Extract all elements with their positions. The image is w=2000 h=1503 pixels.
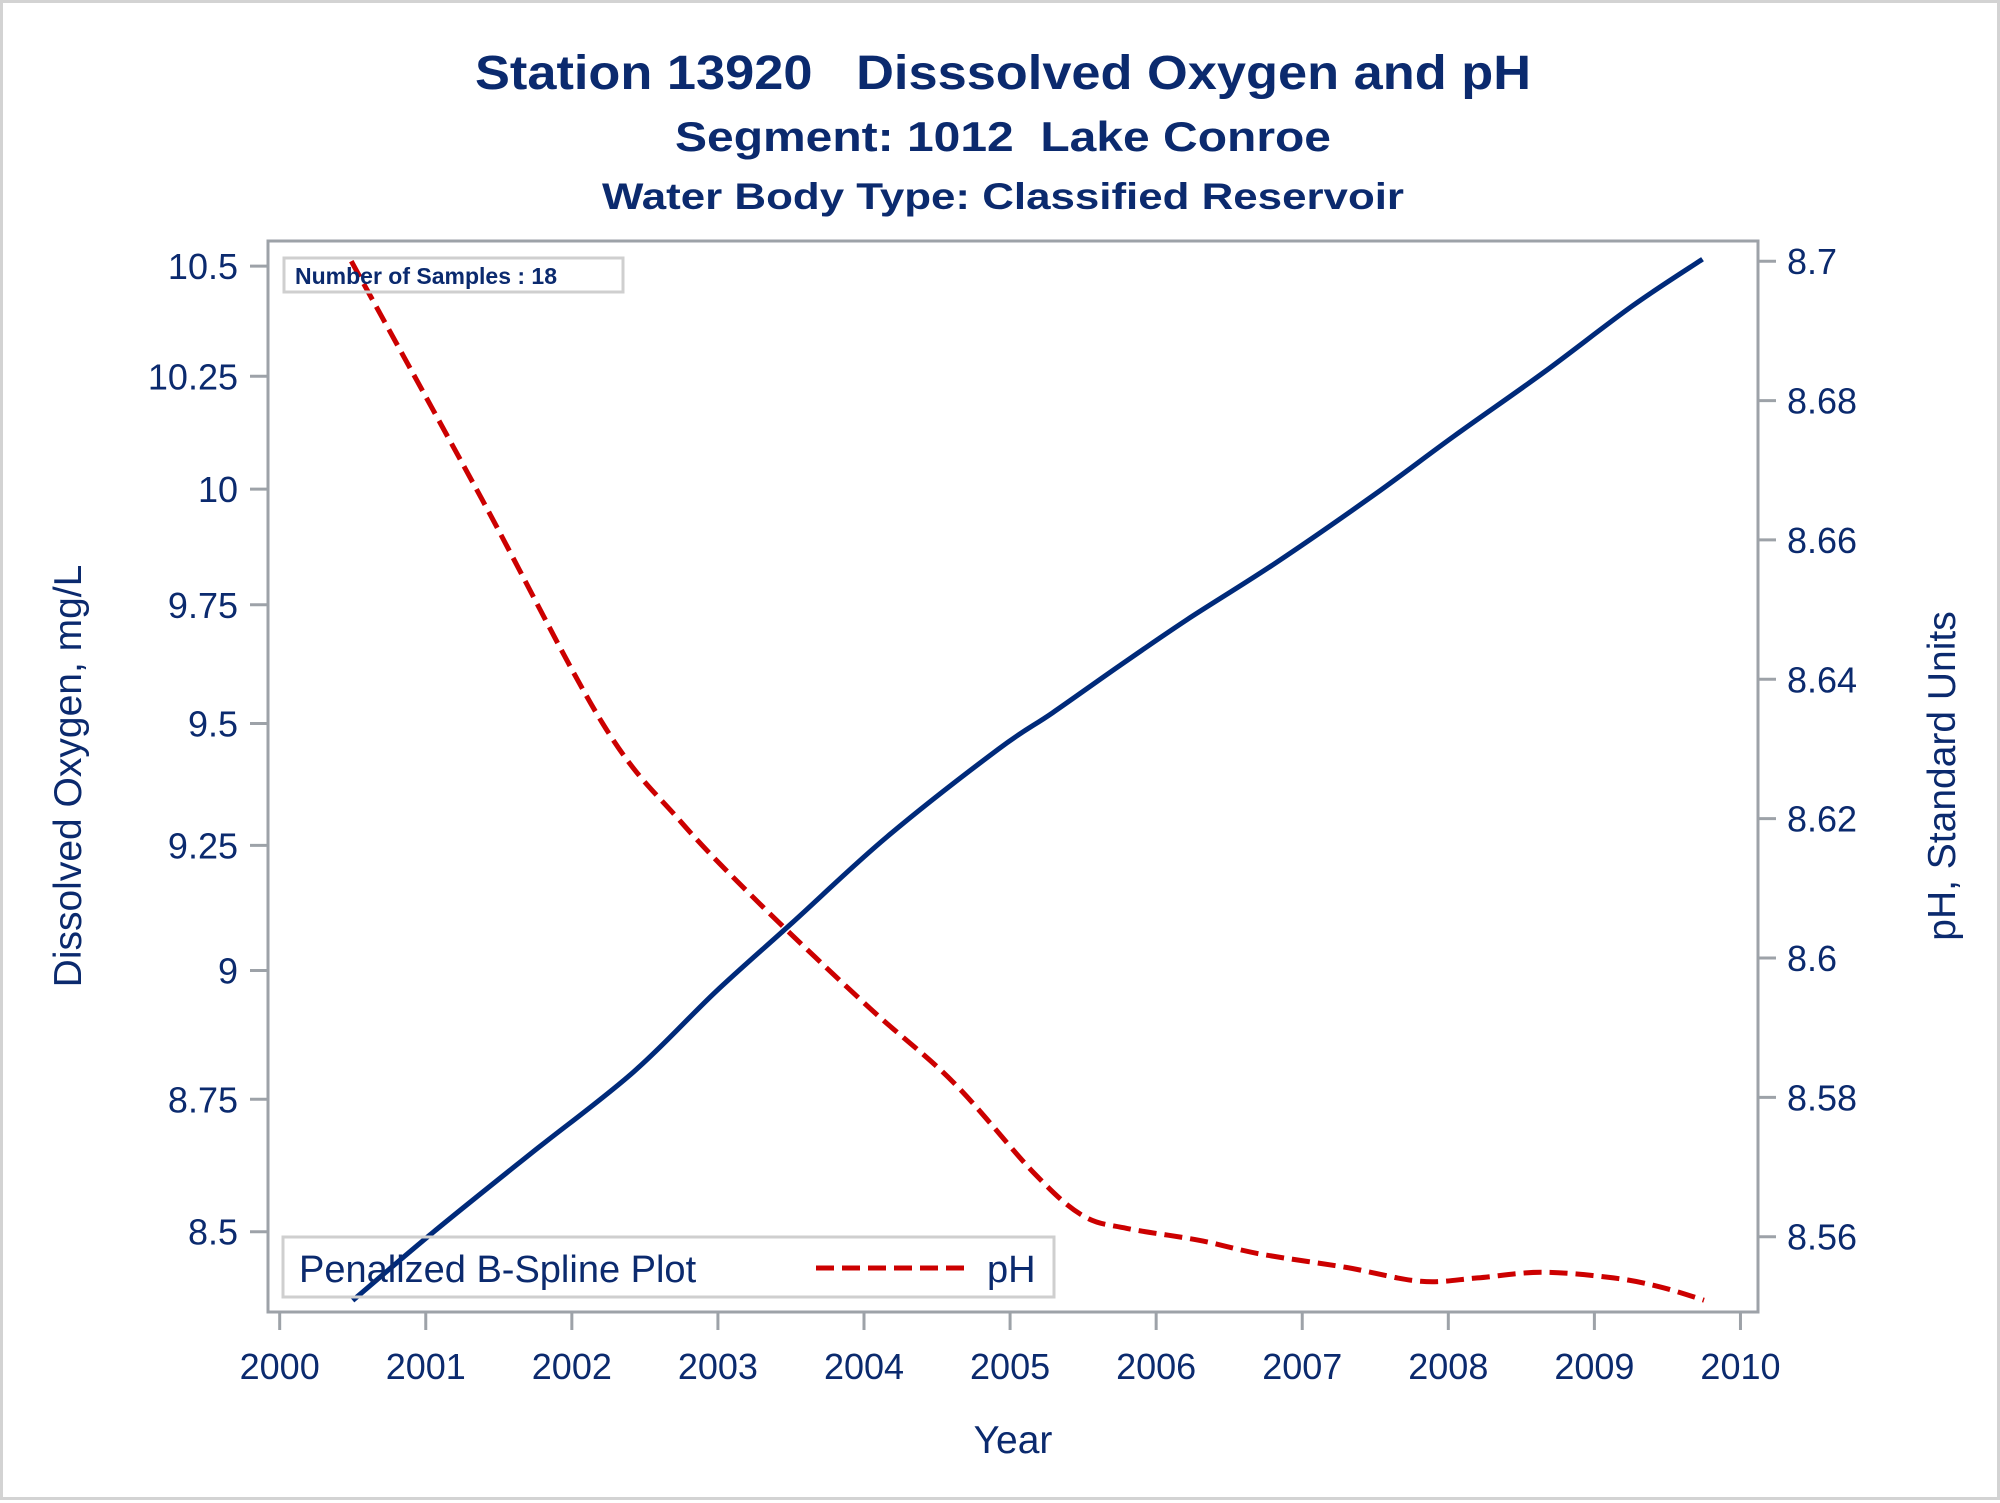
y-right-tick-label: 8.58 (1787, 1077, 1857, 1118)
chart-subtitle: Segment: 1012 Lake Conroe (675, 113, 1331, 160)
x-tick-label: 2001 (386, 1346, 466, 1387)
sample-count-text: Number of Samples : 18 (295, 263, 557, 289)
x-axis-label: Year (974, 1419, 1053, 1462)
y-left-tick-label: 8.5 (188, 1212, 238, 1253)
y-left-tick-label: 10 (198, 469, 238, 510)
legend-label-ph: pH (987, 1249, 1036, 1291)
legend: Penalized B-Spline Plot pH (281, 1235, 1056, 1299)
y-left-tick-label: 10.5 (168, 246, 238, 287)
x-tick-label: 2002 (532, 1346, 612, 1387)
x-axis: 2000 2001 2002 2003 2004 2005 2006 2007 2008 2009… (240, 1312, 1781, 1387)
sample-count-frame (282, 256, 625, 294)
x-tick-label: 2004 (824, 1346, 904, 1387)
x-tick-label: 2006 (1116, 1346, 1196, 1387)
y-right-tick-label: 8.68 (1787, 381, 1857, 422)
y-left-tick-label: 9.5 (188, 703, 238, 744)
y-right-tick-label: 8.56 (1787, 1217, 1857, 1258)
y-right-tick-label: 8.7 (1787, 241, 1837, 282)
legend-frame (281, 1235, 1056, 1299)
plot-frame (266, 239, 1760, 1314)
x-tick-label: 2005 (970, 1346, 1050, 1387)
x-tick-label: 2000 (240, 1346, 320, 1387)
y-left-tick-label: 9.75 (168, 585, 238, 626)
x-tick-label: 2003 (678, 1346, 758, 1387)
y-left-tick-label: 9.25 (168, 825, 238, 866)
y-left-tick-label: 8.75 (168, 1079, 238, 1120)
x-tick-label: 2009 (1554, 1346, 1634, 1387)
y-axis-right-label: pH, Standard Units (1921, 611, 1964, 941)
chart-svg: Station 13920 Disssolved Oxygen and pH S… (47, 47, 1964, 1462)
series-layer (349, 257, 1705, 1303)
y-left-tick-label: 10.25 (148, 356, 238, 397)
x-tick-label: 2007 (1262, 1346, 1342, 1387)
y-axis-right: 8.56 8.58 8.6 8.62 8.64 8.66 8.68 8.7 (1758, 241, 1857, 1258)
y-axis-left: 8.5 8.75 9 9.25 9.5 9.75 10 10.25 10.5 (148, 246, 268, 1253)
y-left-tick-label: 9 (218, 951, 238, 992)
x-tick-label: 2008 (1408, 1346, 1488, 1387)
chart-title: Station 13920 Disssolved Oxygen and pH (475, 47, 1531, 100)
series-line-ph (349, 260, 1705, 1303)
legend-title: Penalized B-Spline Plot (299, 1249, 697, 1291)
y-right-tick-label: 8.6 (1787, 938, 1837, 979)
y-right-tick-label: 8.62 (1787, 799, 1857, 840)
y-right-tick-label: 8.66 (1787, 520, 1857, 561)
y-axis-left-label: Dissolved Oxygen, mg/L (47, 565, 90, 988)
x-tick-label: 2010 (1700, 1346, 1780, 1387)
sample-count-box: Number of Samples : 18 (282, 256, 625, 294)
chart-subtitle-2: Water Body Type: Classified Reservoir (602, 176, 1404, 217)
series-line-dissolved-oxygen (351, 257, 1704, 1303)
y-right-tick-label: 8.64 (1787, 659, 1857, 700)
